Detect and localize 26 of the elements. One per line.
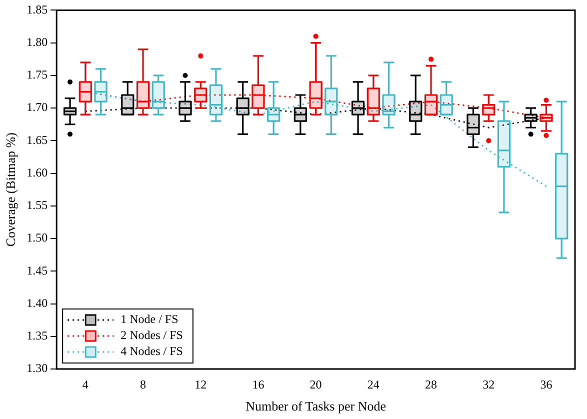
- x-tick-label: 8: [140, 377, 146, 392]
- x-axis-title: Number of Tasks per Node: [246, 398, 386, 414]
- legend-label: 2 Nodes / FS: [120, 328, 183, 342]
- x-tick-label: 24: [367, 377, 380, 392]
- y-tick-label: 1.50: [26, 230, 48, 245]
- y-tick-label: 1.30: [26, 361, 48, 376]
- legend-label: 4 Nodes / FS: [120, 344, 183, 358]
- y-tick-label: 1.40: [26, 296, 48, 310]
- x-tick-label: 36: [540, 377, 552, 392]
- y-tick-label: 1.65: [26, 132, 48, 147]
- x-tick-label: 4: [82, 377, 88, 392]
- x-tick-label: 20: [310, 377, 322, 392]
- y-axis-title: Coverage (Bitmap %): [3, 132, 18, 247]
- y-tick-label: 1.80: [26, 34, 48, 49]
- y-tick-label: 1.75: [26, 68, 48, 82]
- y-tick-label: 1.70: [26, 100, 48, 114]
- y-tick-label: 1.60: [26, 165, 48, 180]
- y-tick-label: 1.45: [26, 263, 48, 278]
- y-tick-label: 1.85: [26, 2, 48, 16]
- x-tick-label: 28: [425, 377, 437, 392]
- y-tick-label: 1.35: [26, 328, 48, 343]
- legend-label: 1 Node / FS: [120, 312, 178, 326]
- x-tick-label: 16: [252, 377, 264, 392]
- y-tick-label: 1.55: [26, 198, 48, 212]
- x-tick-label: 32: [482, 377, 495, 392]
- x-tick-label: 12: [194, 377, 207, 392]
